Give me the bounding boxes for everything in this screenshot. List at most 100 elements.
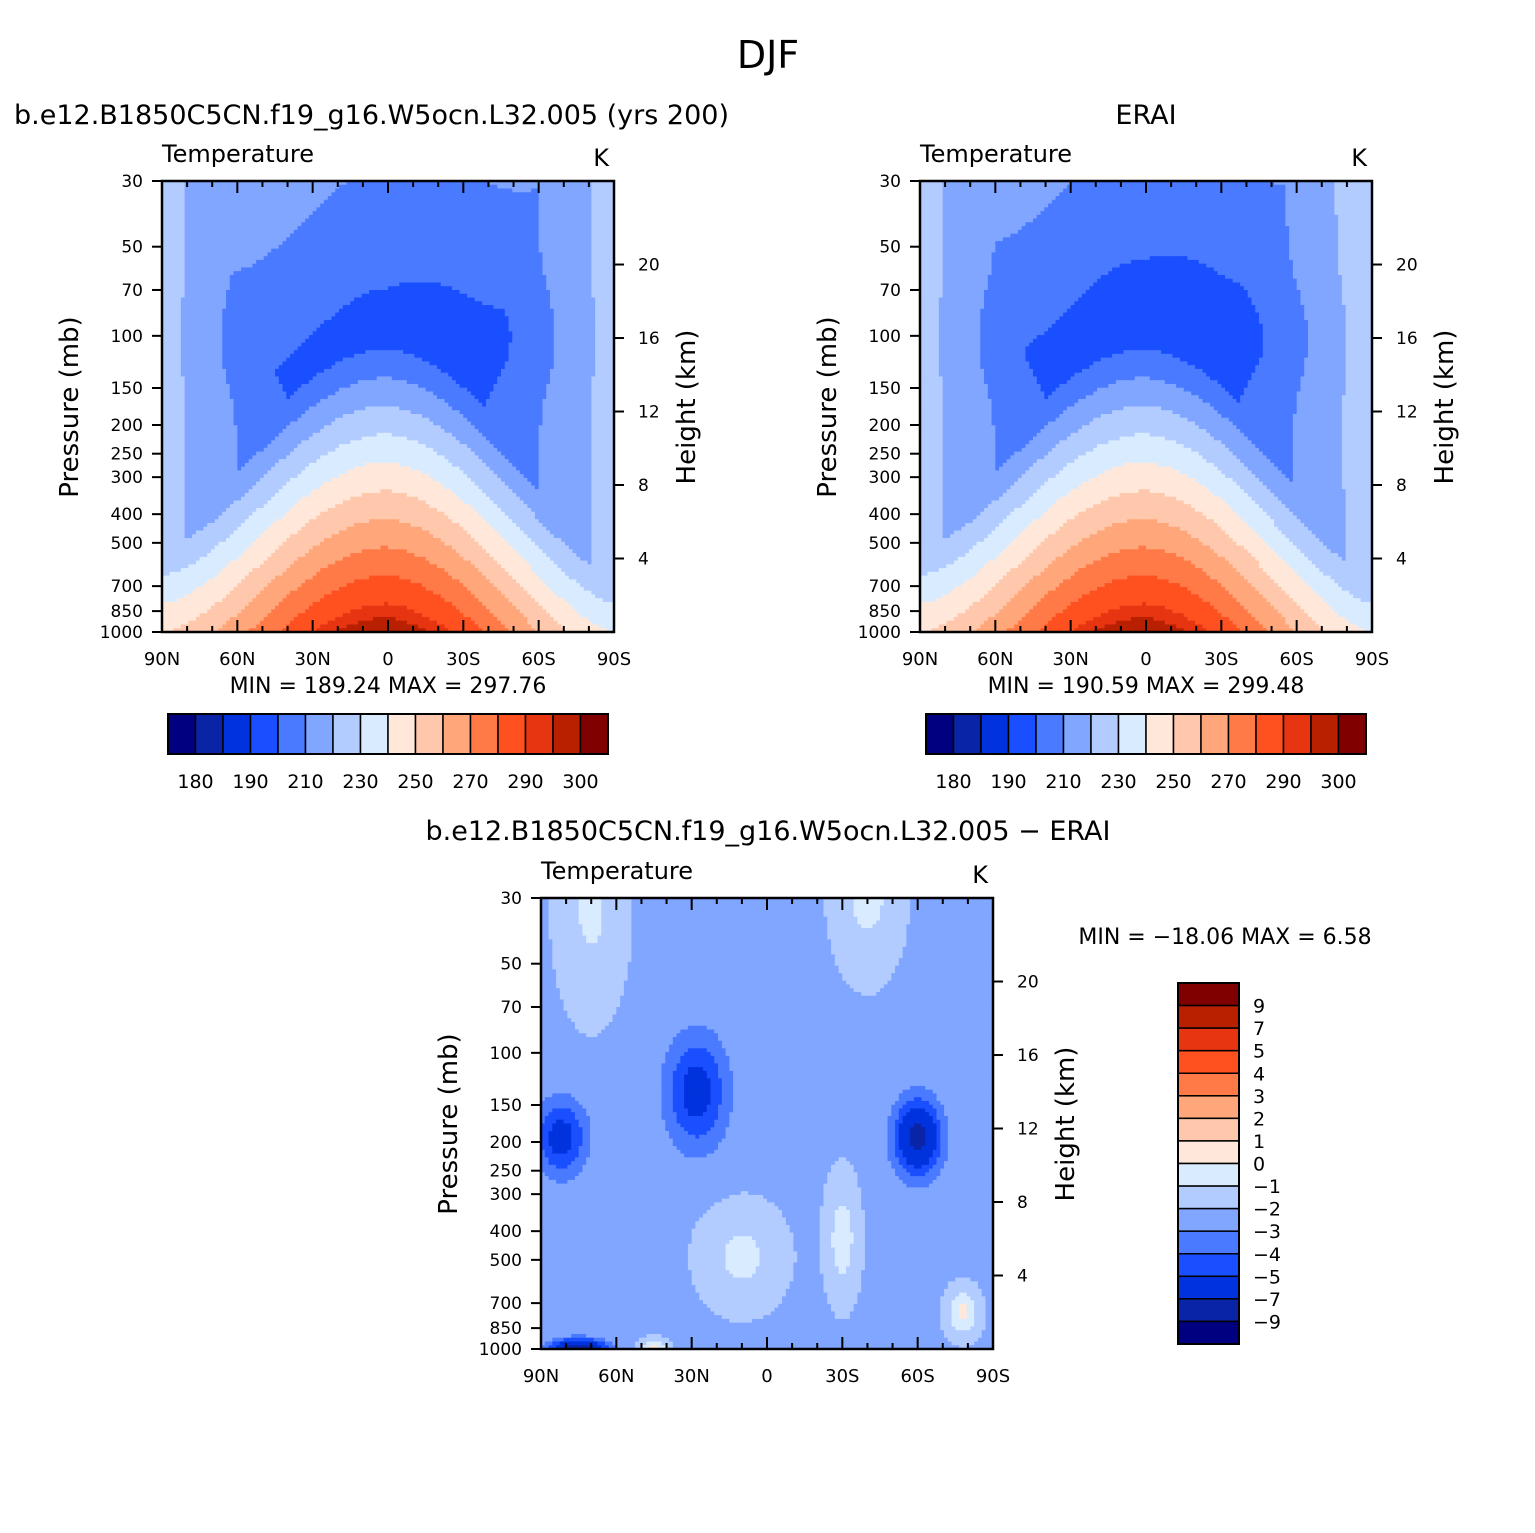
field-cell bbox=[456, 260, 460, 264]
field-cell bbox=[411, 241, 415, 245]
field-cell bbox=[301, 301, 305, 305]
field-cell bbox=[170, 185, 174, 189]
field-cell bbox=[377, 222, 381, 226]
field-cell bbox=[595, 241, 599, 245]
field-cell bbox=[249, 249, 253, 253]
field-cell bbox=[478, 320, 482, 324]
field-cell bbox=[603, 211, 607, 215]
field-cell bbox=[354, 204, 358, 208]
field-cell bbox=[486, 290, 490, 294]
field-cell bbox=[173, 200, 177, 204]
field-cell bbox=[573, 245, 577, 249]
field-cell bbox=[384, 298, 388, 302]
field-cell bbox=[298, 245, 302, 249]
field-cell bbox=[339, 286, 343, 290]
field-cell bbox=[305, 245, 309, 249]
field-cell bbox=[558, 196, 562, 200]
field-cell bbox=[524, 252, 528, 256]
field-cell bbox=[463, 279, 467, 283]
field-cell bbox=[200, 294, 204, 298]
field-cell bbox=[188, 189, 192, 193]
field-cell bbox=[196, 309, 200, 313]
field-cell bbox=[392, 290, 396, 294]
field-cell bbox=[516, 230, 520, 234]
field-cell bbox=[501, 237, 505, 241]
field-cell bbox=[343, 271, 347, 275]
field-cell bbox=[279, 271, 283, 275]
field-cell bbox=[286, 219, 290, 223]
field-cell bbox=[267, 316, 271, 320]
field-cell bbox=[335, 290, 339, 294]
field-cell bbox=[399, 185, 403, 189]
field-cell bbox=[561, 249, 565, 253]
field-cell bbox=[241, 222, 245, 226]
field-cell bbox=[316, 211, 320, 215]
field-cell bbox=[433, 298, 437, 302]
field-cell bbox=[426, 279, 430, 283]
field-cell bbox=[550, 256, 554, 260]
field-cell bbox=[173, 309, 177, 313]
field-cell bbox=[369, 320, 373, 324]
field-cell bbox=[181, 256, 185, 260]
field-cell bbox=[606, 230, 610, 234]
field-cell bbox=[267, 234, 271, 238]
field-cell bbox=[429, 192, 433, 196]
field-cell bbox=[170, 294, 174, 298]
field-cell bbox=[565, 185, 569, 189]
field-cell bbox=[237, 309, 241, 313]
field-cell bbox=[347, 185, 351, 189]
field-cell bbox=[230, 234, 234, 238]
field-cell bbox=[527, 196, 531, 200]
field-cell bbox=[286, 279, 290, 283]
field-cell bbox=[335, 305, 339, 309]
field-cell bbox=[166, 196, 170, 200]
field-cell bbox=[482, 204, 486, 208]
field-cell bbox=[580, 301, 584, 305]
field-cell bbox=[283, 245, 287, 249]
field-cell bbox=[550, 226, 554, 230]
field-cell bbox=[170, 313, 174, 317]
field-cell bbox=[241, 219, 245, 223]
field-cell bbox=[490, 196, 494, 200]
field-cell bbox=[565, 211, 569, 215]
field-cell bbox=[230, 222, 234, 226]
field-cell bbox=[403, 305, 407, 309]
field-cell bbox=[196, 320, 200, 324]
field-cell bbox=[181, 298, 185, 302]
field-cell bbox=[429, 256, 433, 260]
field-cell bbox=[388, 241, 392, 245]
field-cell bbox=[226, 305, 230, 309]
field-cell bbox=[185, 309, 189, 313]
field-cell bbox=[460, 245, 464, 249]
field-cell bbox=[328, 189, 332, 193]
field-cell bbox=[573, 286, 577, 290]
field-cell bbox=[591, 207, 595, 211]
field-cell bbox=[576, 241, 580, 245]
field-cell bbox=[181, 260, 185, 264]
field-cell bbox=[324, 249, 328, 253]
field-cell bbox=[441, 294, 445, 298]
field-cell bbox=[403, 189, 407, 193]
field-cell bbox=[396, 230, 400, 234]
field-cell bbox=[599, 256, 603, 260]
field-cell bbox=[403, 316, 407, 320]
field-cell bbox=[414, 252, 418, 256]
field-cell bbox=[527, 245, 531, 249]
field-cell bbox=[358, 196, 362, 200]
field-cell bbox=[475, 260, 479, 264]
field-cell bbox=[384, 241, 388, 245]
field-cell bbox=[539, 226, 543, 230]
field-cell bbox=[561, 215, 565, 219]
field-cell bbox=[222, 192, 226, 196]
field-cell bbox=[241, 207, 245, 211]
field-cell bbox=[328, 290, 332, 294]
field-cell bbox=[305, 226, 309, 230]
field-cell bbox=[347, 234, 351, 238]
field-cell bbox=[606, 234, 610, 238]
field-cell bbox=[335, 320, 339, 324]
field-cell bbox=[441, 279, 445, 283]
field-cell bbox=[207, 256, 211, 260]
field-cell bbox=[599, 252, 603, 256]
field-cell bbox=[267, 260, 271, 264]
field-cell bbox=[279, 211, 283, 215]
